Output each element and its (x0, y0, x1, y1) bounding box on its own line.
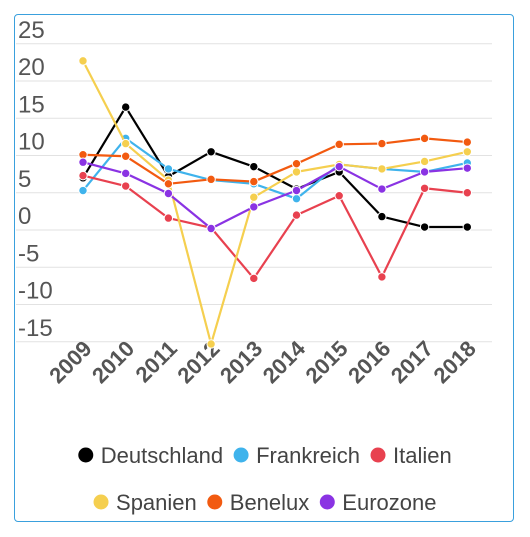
data-point[interactable] (462, 163, 472, 173)
data-point[interactable] (377, 211, 387, 222)
data-point[interactable] (249, 176, 259, 187)
data-point[interactable] (206, 339, 216, 349)
legend-label: Spanien (116, 490, 197, 515)
y-tick-label: -15 (18, 315, 53, 342)
legend-marker (207, 494, 223, 510)
data-point[interactable] (419, 156, 430, 167)
series-line (82, 137, 468, 185)
x-tick-label: 2016 (343, 336, 395, 388)
data-point[interactable] (377, 164, 387, 174)
data-point[interactable] (249, 192, 259, 202)
data-point[interactable] (419, 133, 430, 144)
data-point[interactable] (377, 138, 387, 149)
legend: Deutschland Frankreich Italien Spanien Benel… (78, 443, 452, 515)
legend-label: Italien (393, 443, 452, 468)
data-point[interactable] (121, 151, 131, 161)
legend-marker (233, 447, 249, 463)
series-line (82, 161, 468, 230)
legend-marker (319, 494, 335, 510)
x-tick-label: 2013 (215, 336, 267, 388)
data-point[interactable] (377, 272, 387, 282)
data-point[interactable] (419, 167, 430, 177)
data-point[interactable] (206, 147, 216, 157)
y-tick-label: -10 (18, 278, 53, 305)
data-point[interactable] (291, 158, 302, 169)
x-tick-label: 2010 (87, 336, 139, 388)
data-point[interactable] (462, 137, 472, 147)
legend-item-benelux[interactable]: Benelux (207, 490, 309, 515)
series-italien (78, 170, 472, 284)
y-axis-ticks: 25 20 15 10 5 0 -5 -10 -15 (18, 17, 53, 342)
data-point[interactable] (249, 202, 259, 212)
data-point[interactable] (334, 139, 344, 150)
y-tick-label: 25 (18, 17, 45, 44)
x-tick-label: 2014 (258, 335, 311, 388)
y-tick-label: 15 (18, 91, 45, 118)
data-point[interactable] (78, 170, 88, 181)
data-point[interactable] (206, 223, 216, 234)
data-point[interactable] (78, 185, 88, 196)
legend-marker (370, 447, 386, 463)
data-point[interactable] (121, 138, 131, 149)
data-point[interactable] (291, 185, 302, 196)
data-point[interactable] (462, 222, 472, 232)
data-point[interactable] (419, 183, 430, 193)
x-tick-label: 2018 (429, 336, 481, 388)
data-point[interactable] (163, 188, 174, 199)
x-tick-label: 2015 (300, 336, 352, 388)
legend-item-italien[interactable]: Italien (370, 443, 452, 468)
y-tick-label: 5 (18, 166, 31, 193)
data-point[interactable] (163, 213, 174, 223)
data-point[interactable] (249, 273, 259, 284)
x-tick-label: 2011 (131, 336, 182, 387)
data-point[interactable] (121, 102, 131, 112)
series-line (82, 174, 468, 280)
series-line (82, 60, 468, 346)
legend-item-deutschland[interactable]: Deutschland (78, 443, 223, 468)
data-point[interactable] (163, 179, 174, 189)
legend-item-eurozone[interactable]: Eurozone (319, 490, 437, 515)
legend-label: Benelux (230, 490, 310, 515)
x-tick-label: 2009 (44, 336, 96, 388)
legend-item-spanien[interactable]: Spanien (93, 490, 197, 515)
data-point[interactable] (291, 210, 302, 220)
data-point[interactable] (377, 184, 387, 194)
legend-label: Eurozone (342, 490, 436, 515)
chart-frame (14, 14, 514, 522)
data-point[interactable] (249, 161, 259, 172)
data-point[interactable] (334, 191, 344, 201)
data-point[interactable] (163, 164, 174, 174)
series-lines (78, 56, 472, 349)
legend-item-frankreich[interactable]: Frankreich (233, 443, 360, 468)
x-tick-label: 2017 (386, 336, 438, 388)
data-point[interactable] (291, 194, 302, 204)
y-tick-label: 10 (18, 129, 45, 156)
data-point[interactable] (462, 188, 472, 198)
data-point[interactable] (121, 181, 131, 191)
series-line (82, 137, 468, 200)
legend-marker (93, 494, 109, 510)
data-point[interactable] (334, 161, 344, 172)
legend-marker (78, 447, 94, 463)
series-line (82, 105, 468, 229)
data-point[interactable] (78, 157, 88, 167)
series-benelux (78, 133, 472, 189)
y-tick-label: 20 (18, 54, 45, 81)
legend-label: Frankreich (256, 443, 360, 468)
data-point[interactable] (462, 147, 472, 157)
data-point[interactable] (121, 168, 131, 179)
data-point[interactable] (419, 222, 430, 232)
y-tick-label: -5 (18, 240, 39, 267)
data-point[interactable] (206, 174, 216, 185)
data-point[interactable] (78, 56, 88, 66)
y-tick-label: 0 (18, 203, 31, 230)
legend-label: Deutschland (101, 443, 223, 468)
series-eurozone (78, 157, 472, 234)
x-tick-label: 2012 (172, 336, 224, 388)
data-point[interactable] (291, 167, 302, 177)
